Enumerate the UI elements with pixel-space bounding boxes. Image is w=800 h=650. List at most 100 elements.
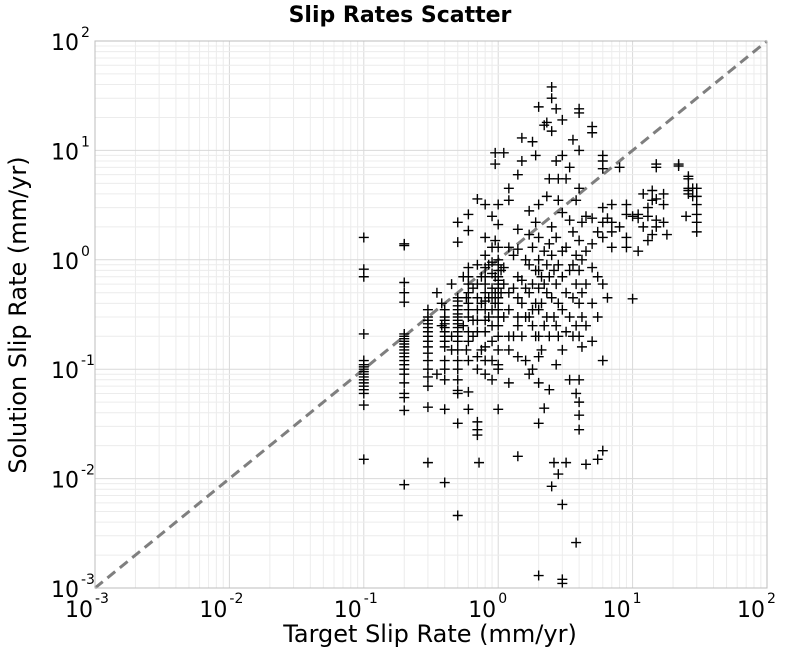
y-tick-label: 10 2	[51, 25, 90, 56]
data-point	[539, 403, 550, 414]
data-point	[498, 262, 509, 273]
data-point	[358, 400, 369, 411]
data-point	[472, 351, 483, 362]
data-point	[480, 250, 491, 261]
data-point	[571, 320, 582, 331]
data-point	[621, 209, 632, 220]
data-point	[557, 207, 568, 218]
data-point	[567, 292, 578, 303]
data-point	[576, 341, 587, 352]
data-point	[461, 344, 472, 355]
data-point	[597, 202, 608, 213]
data-point	[642, 235, 653, 246]
data-point	[527, 320, 538, 331]
data-point	[503, 183, 514, 194]
data-point	[452, 217, 463, 228]
data-point	[548, 457, 559, 468]
svg-text:10: 10	[199, 598, 227, 623]
data-point	[439, 341, 450, 352]
data-point	[512, 244, 523, 255]
data-point	[574, 183, 585, 194]
data-point	[621, 199, 632, 210]
data-point	[512, 351, 523, 362]
data-point	[597, 217, 608, 228]
data-point	[557, 344, 568, 355]
data-point	[422, 381, 433, 392]
x-tick-label: 10 -2	[199, 591, 243, 623]
data-point	[647, 229, 658, 240]
data-point	[546, 126, 557, 137]
data-point	[503, 344, 514, 355]
data-point	[602, 292, 613, 303]
data-point	[474, 457, 485, 468]
data-point	[452, 388, 463, 399]
data-point	[551, 320, 562, 331]
data-point	[439, 477, 450, 488]
data-point	[493, 242, 504, 253]
data-point	[638, 188, 649, 199]
data-point	[561, 287, 572, 298]
data-point	[574, 424, 585, 435]
data-point	[597, 445, 608, 456]
svg-text:10: 10	[334, 598, 362, 623]
data-point	[661, 229, 672, 240]
data-point	[452, 418, 463, 429]
data-point	[553, 259, 564, 270]
data-point	[524, 369, 535, 380]
data-point	[651, 162, 662, 173]
data-point	[587, 262, 598, 273]
data-point	[533, 265, 544, 276]
identity-line	[94, 39, 768, 590]
data-point	[527, 242, 538, 253]
data-point	[597, 232, 608, 243]
data-point	[508, 250, 519, 261]
data-point	[691, 199, 702, 210]
data-point	[561, 173, 572, 184]
data-point	[544, 173, 555, 184]
data-point	[580, 246, 591, 257]
data-point	[533, 570, 544, 581]
data-point	[587, 127, 598, 138]
data-point	[483, 312, 494, 323]
data-point	[546, 292, 557, 303]
data-point	[487, 257, 498, 268]
data-point	[533, 351, 544, 362]
data-point	[606, 226, 617, 237]
x-tick-label: 10 0	[468, 591, 507, 623]
data-point	[571, 195, 582, 206]
data-point	[493, 219, 504, 230]
data-point	[574, 410, 585, 421]
data-point	[546, 93, 557, 104]
data-point	[503, 287, 514, 298]
data-point	[439, 364, 450, 375]
svg-text:10: 10	[603, 598, 631, 623]
data-point	[431, 369, 442, 380]
data-point	[587, 213, 598, 224]
data-point	[553, 298, 564, 309]
data-point	[574, 235, 585, 246]
data-point	[533, 101, 544, 112]
chart-title: Slip Rates Scatter	[289, 3, 512, 28]
data-point	[681, 211, 692, 222]
data-point	[399, 479, 410, 490]
data-point	[399, 377, 410, 388]
data-point	[480, 369, 491, 380]
data-point	[551, 359, 562, 370]
data-point	[487, 355, 498, 366]
data-point	[533, 331, 544, 342]
y-tick-label: 10 -1	[51, 353, 95, 384]
svg-text:0: 0	[498, 591, 507, 607]
data-point	[642, 211, 653, 222]
data-point	[533, 304, 544, 315]
data-point	[468, 283, 479, 294]
data-point	[658, 199, 669, 210]
data-point	[544, 331, 555, 342]
data-point	[508, 331, 519, 342]
data-point	[536, 298, 547, 309]
data-point	[503, 195, 514, 206]
data-point	[592, 271, 603, 282]
y-axis-label: Solution Slip Rate (mm/yr)	[4, 156, 32, 473]
data-point	[472, 430, 483, 441]
